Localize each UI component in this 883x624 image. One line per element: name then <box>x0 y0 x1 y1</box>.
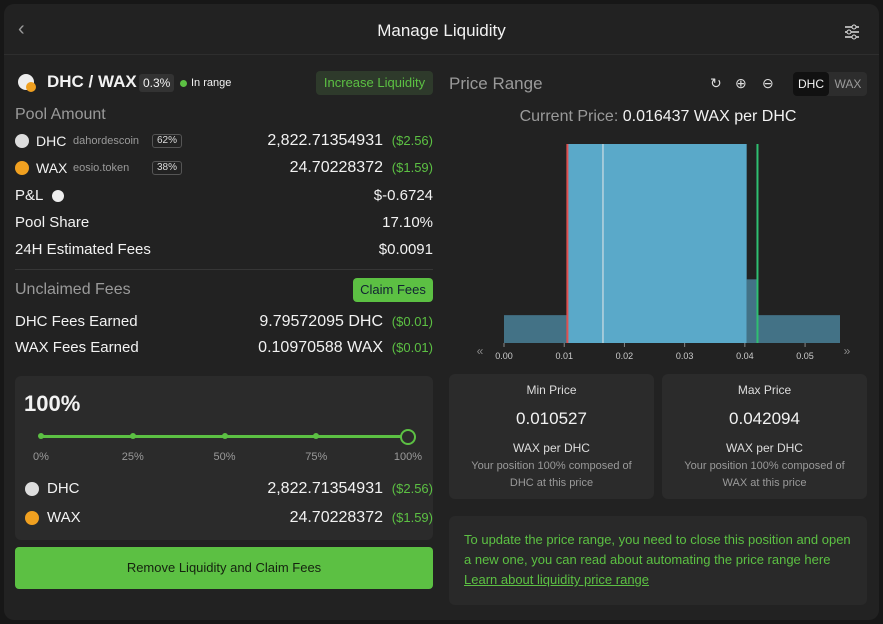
remove-panel <box>15 376 433 540</box>
symbol: WAX <box>36 160 68 176</box>
claim-button[interactable]: Claim Fees <box>353 278 433 302</box>
price-value: 0.042094 <box>729 409 800 428</box>
wax-icon <box>26 82 36 92</box>
slider-thumb[interactable] <box>400 429 416 445</box>
modal: ‹ Manage Liquidity DHC / WAX 0.3% In ran… <box>4 4 879 620</box>
contract: eosio.token <box>73 162 130 174</box>
x-tick-label: 0.03 <box>676 351 694 361</box>
scroll-right[interactable]: » <box>844 344 851 358</box>
remove-button[interactable]: Remove Liquidity and Claim Fees <box>15 547 433 589</box>
slider-label: 100% <box>393 451 423 463</box>
back-button[interactable]: ‹ <box>18 18 25 40</box>
price-chart: « » 0.00 0.01 0.02 0.03 0.04 0.05 <box>477 144 851 361</box>
share-badge: 62% <box>152 134 183 148</box>
info-text: To update the price range, you need to c… <box>464 532 851 567</box>
price-unit: WAX per DHC <box>513 441 590 455</box>
section-title: Pool Amount <box>15 106 106 123</box>
fee-badge: 0.3% <box>139 74 175 92</box>
usd-value: ($0.01) <box>391 314 433 329</box>
current-label: Current Price: <box>519 108 619 125</box>
price-note: Your position 100% composed of WAX at th… <box>684 460 845 489</box>
current-price: Current Price: 0.016437 WAX per DHC <box>449 108 867 126</box>
wax-icon <box>15 161 29 175</box>
stat-label: Pool Share <box>15 214 90 231</box>
x-tick-label: 0.00 <box>495 351 513 361</box>
page: {"header":{"title":"Manage Liquidity"}, … <box>0 4 883 624</box>
symbol: WAX <box>47 509 81 526</box>
reset-icon[interactable]: ↻ <box>710 75 722 91</box>
amount: 24.70228372 <box>289 509 383 526</box>
usd-value: ($0.01) <box>391 340 433 355</box>
bar <box>567 144 747 343</box>
stat-label: P&L <box>15 187 44 204</box>
info-panel <box>449 516 867 605</box>
stat-value: $0.0091 <box>378 241 433 258</box>
status-dot <box>180 80 187 87</box>
slider-step <box>129 433 136 439</box>
section-title: Unclaimed Fees <box>15 281 131 298</box>
share-badge: 38% <box>152 161 183 175</box>
price-note: Your position 100% composed of DHC at th… <box>471 460 632 489</box>
wax-icon <box>25 511 39 525</box>
slider-step <box>38 433 44 439</box>
slider-step <box>221 433 228 439</box>
slider-step <box>313 433 320 439</box>
amount: 24.70228372 <box>289 159 383 176</box>
usd-value: ($2.56) <box>391 133 433 148</box>
slider-label: 75% <box>305 451 328 463</box>
fee-amount: 0.10970588 WAX <box>258 339 383 356</box>
price-title: Max Price <box>737 383 792 397</box>
dhc-icon <box>25 482 39 496</box>
fee-amount: 9.79572095 DHC <box>259 313 383 330</box>
fee-label: DHC Fees Earned <box>15 313 138 330</box>
symbol: DHC <box>36 133 67 149</box>
usd-value: ($1.59) <box>391 510 433 525</box>
contract: dahordescoin <box>73 135 140 147</box>
bar <box>756 315 840 343</box>
price-unit: WAX per DHC <box>726 441 803 455</box>
divider <box>15 269 433 270</box>
section-title: Price Range <box>449 74 543 93</box>
stat-value: $-0.6724 <box>373 187 433 204</box>
amount: 2,822.71354931 <box>267 132 383 149</box>
scroll-left[interactable]: « <box>477 344 484 358</box>
price-panel <box>449 374 654 499</box>
bar <box>504 315 568 343</box>
pair: DHC / WAX <box>47 72 137 91</box>
info-text: To update the price range, you need to c… <box>464 530 859 590</box>
slider-label: 0% <box>33 451 49 463</box>
zoom-in-icon[interactable]: ⊕ <box>735 75 747 91</box>
slider-label: 25% <box>121 451 144 463</box>
x-tick-label: 0.02 <box>616 351 634 361</box>
increase-button[interactable]: Increase Liquidity <box>316 71 433 95</box>
info-icon[interactable] <box>52 190 64 202</box>
x-tick-label: 0.01 <box>555 351 573 361</box>
percent: 100% <box>24 391 81 416</box>
stat-value: 17.10% <box>382 214 433 231</box>
divider <box>4 54 879 55</box>
bar <box>746 279 757 343</box>
status: In range <box>191 77 232 89</box>
token-option[interactable]: WAX <box>834 77 862 91</box>
usd-value: ($2.56) <box>391 481 433 496</box>
price-value: 0.010527 <box>516 409 587 428</box>
settings-icon[interactable] <box>844 24 860 40</box>
info-link[interactable]: Learn about liquidity price range <box>464 572 650 587</box>
usd-value: ($1.59) <box>391 160 433 175</box>
stat-label: 24H Estimated Fees <box>15 241 151 258</box>
zoom-out-icon[interactable]: ⊖ <box>762 75 774 91</box>
symbol: DHC <box>47 480 80 497</box>
dhc-icon <box>15 134 29 148</box>
amount: 2,822.71354931 <box>267 480 383 497</box>
price-panel <box>662 374 867 499</box>
current-value: 0.016437 WAX per DHC <box>622 108 797 125</box>
title: Manage Liquidity <box>377 21 506 40</box>
x-tick-label: 0.05 <box>796 351 814 361</box>
x-tick-label: 0.04 <box>736 351 754 361</box>
price-title: Min Price <box>526 383 577 397</box>
token-option[interactable]: DHC <box>793 72 829 96</box>
slider-label: 50% <box>213 451 236 463</box>
fee-label: WAX Fees Earned <box>15 339 139 356</box>
